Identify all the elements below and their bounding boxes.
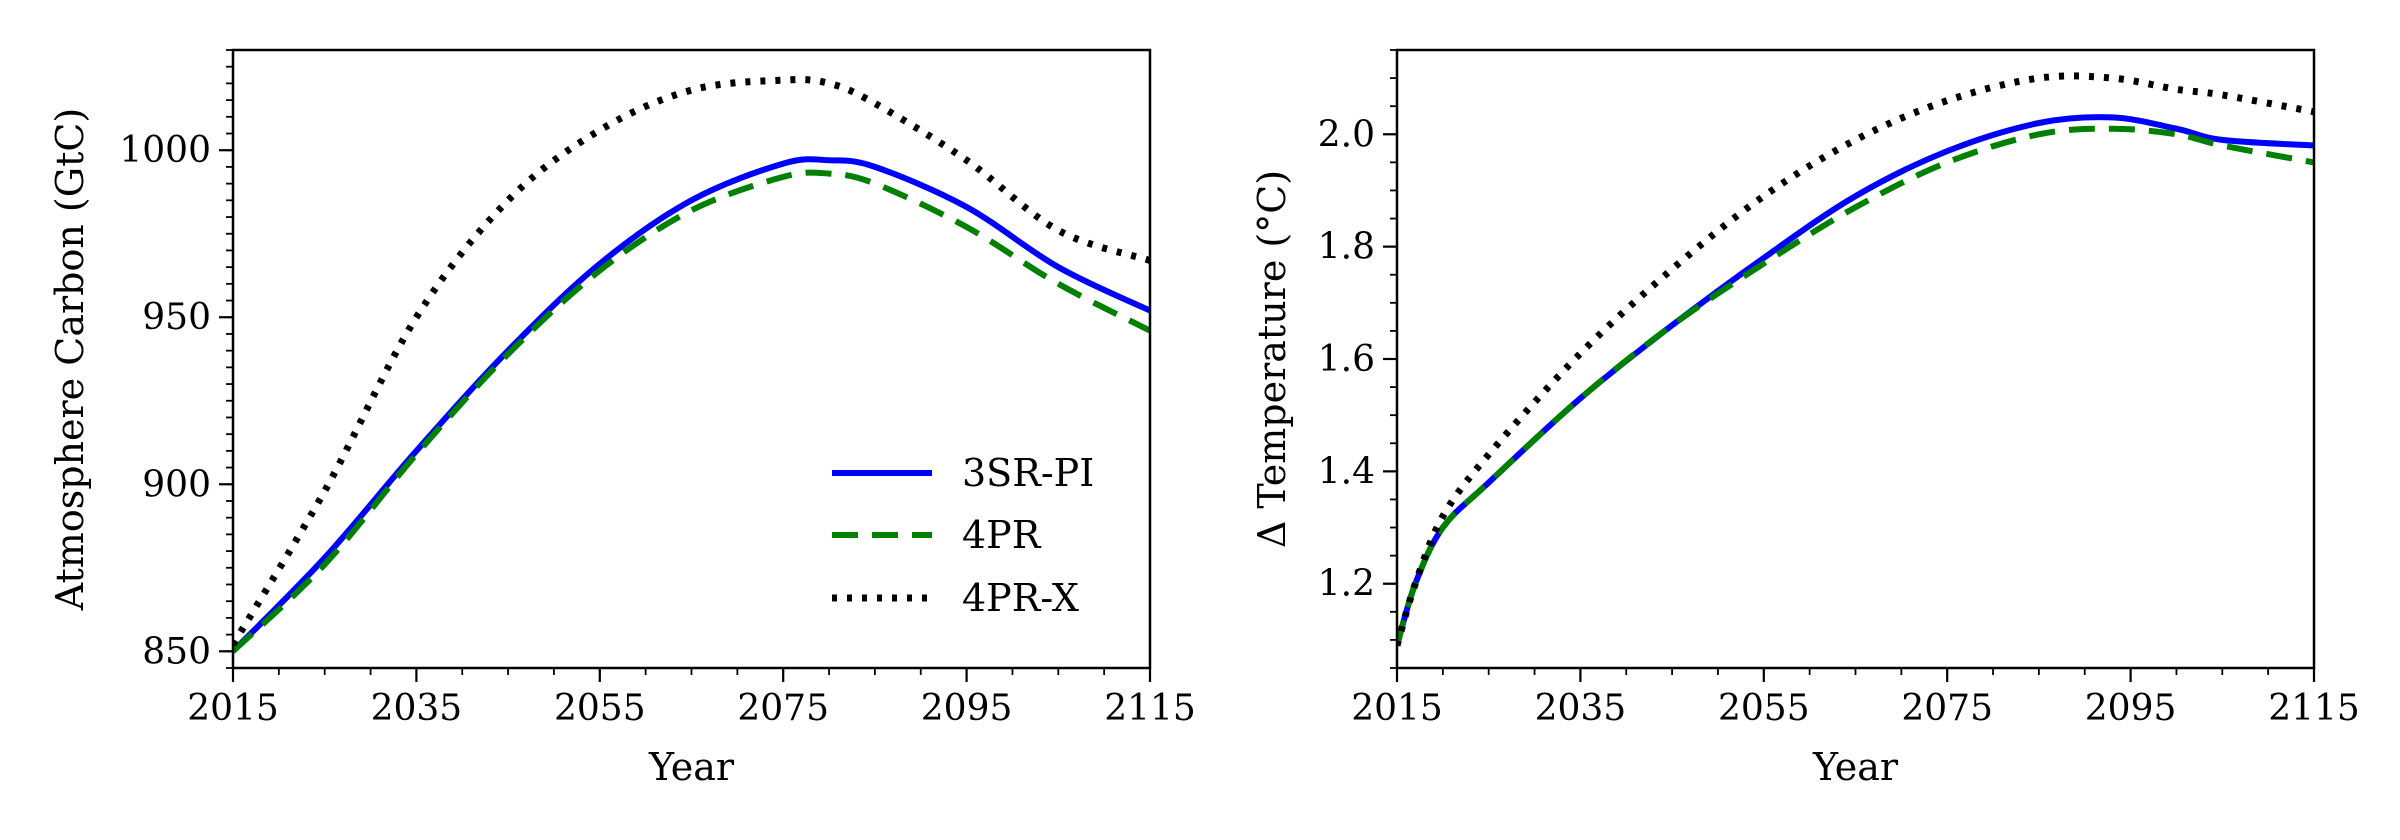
chart-panel-2: 2015 2035 2055 2075 2095 2115 1.2 1.4 1.6 1.8 2.0 Y… — [1250, 48, 2360, 789]
x-tick-label: 2115 — [1104, 688, 1196, 729]
x-tick-label: 2035 — [371, 688, 463, 729]
x-tick-label: 2015 — [1351, 688, 1443, 729]
x-tick-label: 2075 — [737, 688, 829, 729]
x-tick-label: 2035 — [1535, 688, 1627, 729]
y-tick-label: 1.2 — [1318, 564, 1375, 605]
plot-frame — [1395, 48, 2316, 670]
x-tick-label: 2055 — [554, 688, 646, 729]
x-tick-label: 2095 — [2085, 688, 2177, 729]
x-tick-label: 2015 — [187, 688, 279, 729]
x-axis-label: Year — [1812, 745, 1899, 789]
y-axis-label: Atmosphere Carbon (GtC) — [48, 108, 92, 611]
legend-label: 4PR-X — [962, 576, 1079, 620]
y-tick-label: 950 — [142, 297, 211, 338]
chart-panel-1: 2015 2035 2055 2075 2095 2115 850 900 950 1000 Yea… — [48, 48, 1196, 789]
y-tick-label: 1000 — [119, 130, 211, 171]
legend: 3SR-PI 4PR 4PR-X — [832, 451, 1094, 620]
x-tick-label: 2115 — [2268, 688, 2360, 729]
x-tick-label: 2095 — [921, 688, 1013, 729]
series-line-4pr — [233, 169, 1150, 654]
y-tick-label: 850 — [142, 631, 211, 672]
series-line-4pr-x — [233, 76, 1150, 647]
x-tick-label: 2055 — [1718, 688, 1810, 729]
series-line-4pr — [1397, 125, 2314, 647]
y-tick-label: 1.6 — [1318, 339, 1375, 380]
legend-label: 4PR — [962, 513, 1042, 557]
y-tick-label: 1.4 — [1318, 451, 1375, 492]
y-tick-label: 1.8 — [1318, 227, 1375, 268]
y-tick-label: 900 — [142, 464, 211, 505]
x-axis-label: Year — [648, 745, 735, 789]
series-group — [1397, 72, 2314, 647]
series-line-3sr-pi — [1397, 114, 2314, 647]
legend-label: 3SR-PI — [962, 451, 1094, 495]
series-group — [233, 76, 1150, 654]
y-tick-label: 2.0 — [1318, 114, 1375, 155]
y-axis-label: Δ Temperature (°C) — [1250, 170, 1294, 548]
x-tick-label: 2075 — [1901, 688, 1993, 729]
series-line-4pr-x — [1397, 72, 2314, 647]
series-line-3sr-pi — [233, 156, 1150, 654]
